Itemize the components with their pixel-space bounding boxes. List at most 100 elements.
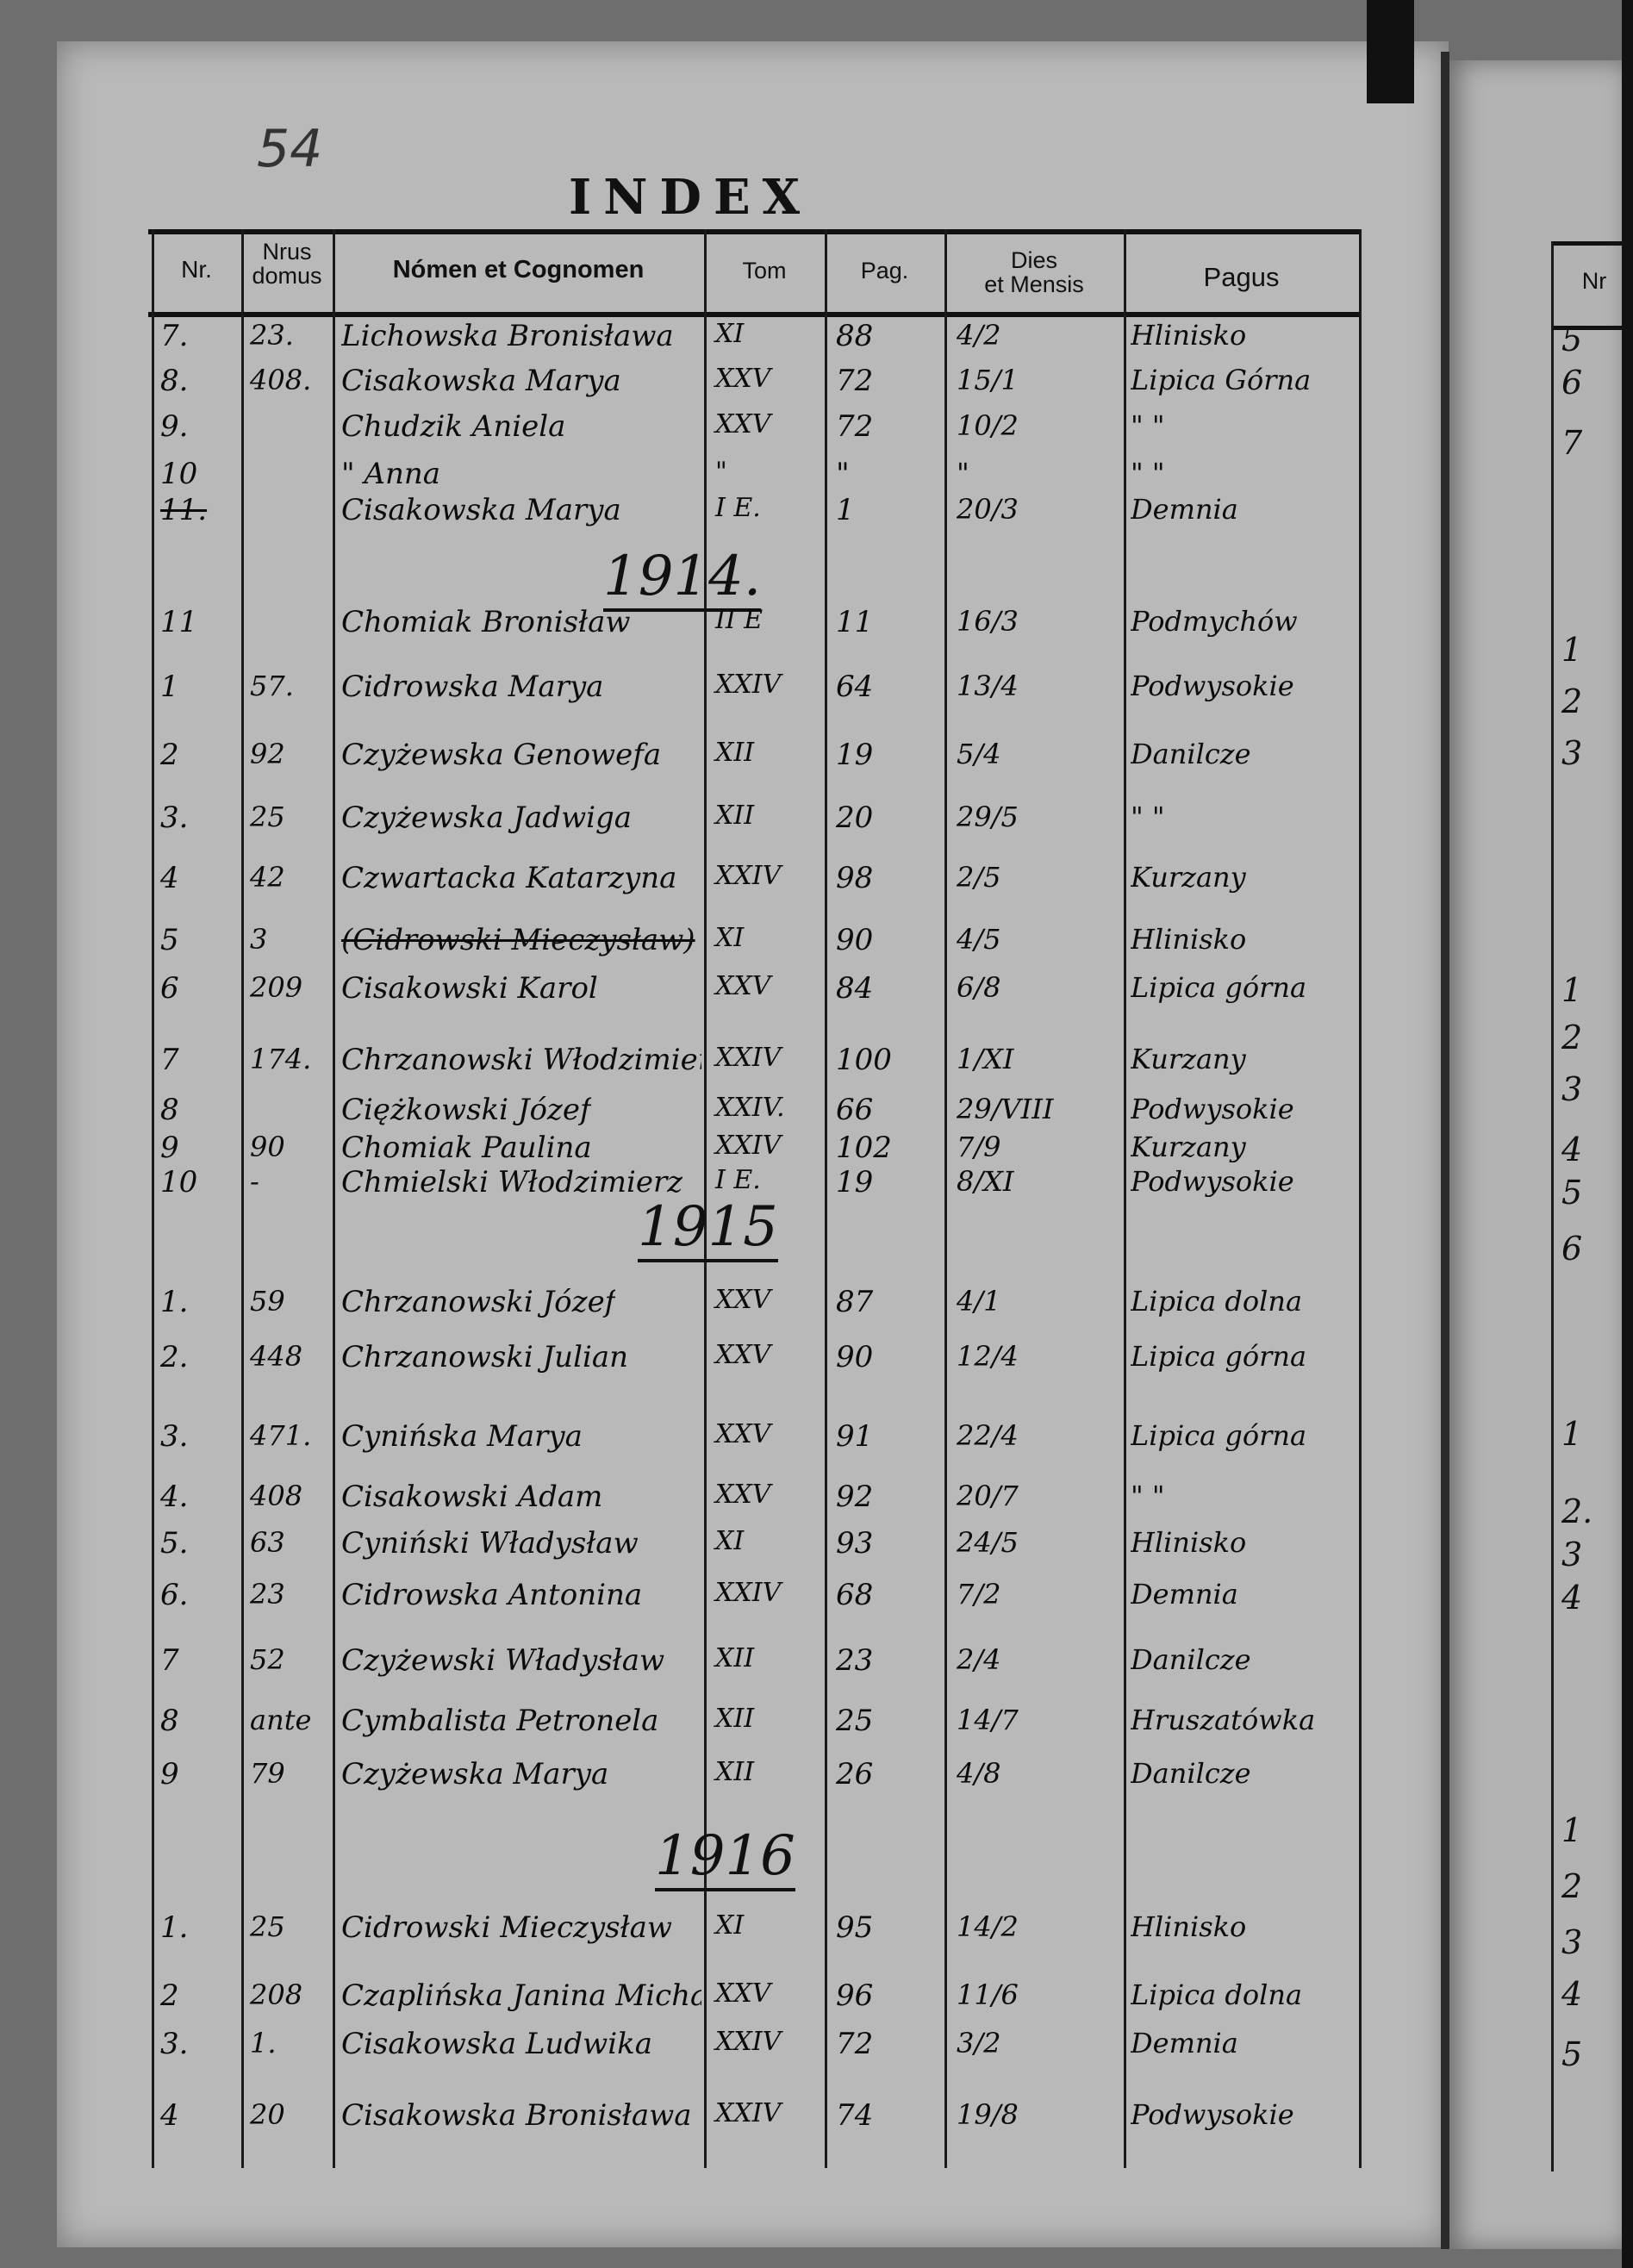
cell-nr: 1.: [160, 1910, 189, 1945]
cell-tom: XXIV: [715, 2027, 782, 2057]
header-dies-line2: et Mensis: [984, 271, 1084, 298]
cell-nr: 9: [160, 1757, 179, 1791]
cell-dies: 12/4: [957, 1340, 1019, 1373]
right-page-number: 4: [1561, 1975, 1583, 2013]
cell-tom: XXIV: [715, 2098, 782, 2128]
header-tom: Tom: [742, 258, 787, 284]
cell-domus: 57.: [250, 670, 294, 702]
cell-dies: 13/4: [957, 670, 1019, 702]
header-domus: Nrus domus: [241, 240, 333, 289]
cell-name: Cisakowska Bronisława: [341, 2098, 692, 2133]
right-page-number: 7: [1561, 424, 1583, 462]
cell-dies: 5/4: [957, 738, 1001, 770]
cell-pag: 1: [836, 493, 855, 527]
cell-name: Cidrowski Mieczysław: [341, 1910, 673, 1945]
cell-nr: 6.: [160, 1578, 189, 1612]
cell-name: Chrzanowski Julian: [341, 1340, 628, 1374]
cell-pag: 92: [836, 1480, 874, 1514]
cell-name: Czaplińska Janina Michalina: [341, 1978, 701, 2013]
cell-tom: XII: [715, 1757, 755, 1787]
cell-pag: 96: [836, 1978, 874, 2013]
header-dies: Dies et Mensis: [944, 248, 1124, 297]
cell-pag: 64: [836, 670, 874, 704]
cell-pag: 20: [836, 801, 874, 835]
cell-name: Czyżewski Władysław: [341, 1643, 665, 1678]
cell-pagus: Podwysokie: [1131, 2098, 1294, 2131]
cell-nr: 7: [160, 1643, 179, 1678]
cell-name: Chomiak Bronisław: [341, 605, 631, 639]
cell-pag: 90: [836, 1340, 874, 1374]
cell-name: Lichowska Bronisława: [341, 319, 674, 353]
cell-tom: XII: [715, 801, 755, 831]
cell-nr: 5: [160, 923, 179, 957]
folio-number: 54: [257, 119, 323, 179]
cell-pag: 74: [836, 2098, 874, 2133]
cell-dies: 24/5: [957, 1526, 1019, 1559]
right-page-number: 2.: [1561, 1492, 1593, 1530]
cell-tom: XXV: [715, 1285, 771, 1315]
cell-pagus: Kurzany: [1131, 1043, 1246, 1075]
cell-tom: I E.: [715, 493, 761, 523]
cell-nr: 7: [160, 1043, 179, 1077]
left-page: [57, 41, 1449, 2247]
cell-pagus: " ": [1131, 801, 1165, 833]
cell-dies: 3/2: [957, 2027, 1001, 2059]
cell-dies: 19/8: [957, 2098, 1019, 2131]
cell-pag: 90: [836, 923, 874, 957]
cell-name: Czyżewska Marya: [341, 1757, 609, 1791]
header-domus-line1: Nrus: [262, 239, 312, 265]
cell-domus: 90: [250, 1131, 285, 1163]
cell-domus: 23.: [250, 319, 294, 352]
cell-dies: 4/1: [957, 1285, 1001, 1318]
cell-domus: 25: [250, 801, 285, 833]
cell-domus: 174.: [250, 1043, 312, 1075]
header-dies-line1: Dies: [1010, 247, 1057, 273]
column-rule: [1124, 229, 1126, 2168]
cell-pag: 72: [836, 409, 874, 444]
cell-name: Cisakowski Karol: [341, 971, 598, 1006]
cell-name: Cynińska Marya: [341, 1419, 583, 1454]
cell-domus: 42: [250, 861, 285, 894]
cell-tom: XXIV: [715, 670, 782, 700]
cell-nr: 8: [160, 1704, 179, 1738]
cell-nr: 10: [160, 457, 198, 491]
cell-pag: 98: [836, 861, 874, 895]
cell-tom: XXV: [715, 971, 771, 1001]
cell-tom: XXIV.: [715, 1093, 785, 1123]
cell-domus: 1.: [250, 2027, 277, 2059]
header-pag: Pag.: [860, 258, 909, 284]
cell-pag: 95: [836, 1910, 874, 1945]
cell-pagus: Kurzany: [1131, 861, 1246, 894]
cell-pagus: Lipica górna: [1131, 1419, 1307, 1452]
cell-tom: XI: [715, 923, 745, 953]
right-column-rule: [1551, 241, 1554, 2171]
cell-name: Cisakowski Adam: [341, 1480, 603, 1514]
cell-dies: 29/5: [957, 801, 1019, 833]
header-domus-line2: domus: [252, 263, 322, 290]
cell-dies: 20/7: [957, 1480, 1019, 1512]
cell-nr: 9: [160, 1131, 179, 1165]
cell-nr: 3.: [160, 1419, 189, 1454]
cell-name: Cisakowska Ludwika: [341, 2027, 653, 2061]
cell-nr: 1: [160, 670, 179, 704]
right-page-number: 1: [1561, 971, 1583, 1009]
right-page-number: 1: [1561, 631, 1583, 669]
cell-domus: 20: [250, 2098, 285, 2131]
cell-tom: XXIV: [715, 1043, 782, 1073]
column-rule: [1359, 229, 1362, 2168]
cell-pag: 72: [836, 2027, 874, 2061]
cell-pagus: Podwysokie: [1131, 670, 1294, 702]
cell-dies: 16/3: [957, 605, 1019, 638]
cell-domus: 471.: [250, 1419, 312, 1452]
cell-tom: XXV: [715, 364, 771, 394]
book-binding: [1441, 52, 1449, 2249]
cell-pagus: Demnia: [1131, 493, 1238, 526]
right-header-nr: Nr: [1581, 268, 1607, 294]
cell-pagus: Kurzany: [1131, 1131, 1246, 1163]
cell-tom: II E: [715, 605, 764, 635]
cell-domus: 408.: [250, 364, 312, 396]
cell-tom: XII: [715, 738, 755, 768]
cell-tom: I E.: [715, 1165, 761, 1195]
cell-pagus: Podmychów: [1131, 605, 1298, 638]
cell-name: Czyżewska Genowefa: [341, 738, 662, 772]
